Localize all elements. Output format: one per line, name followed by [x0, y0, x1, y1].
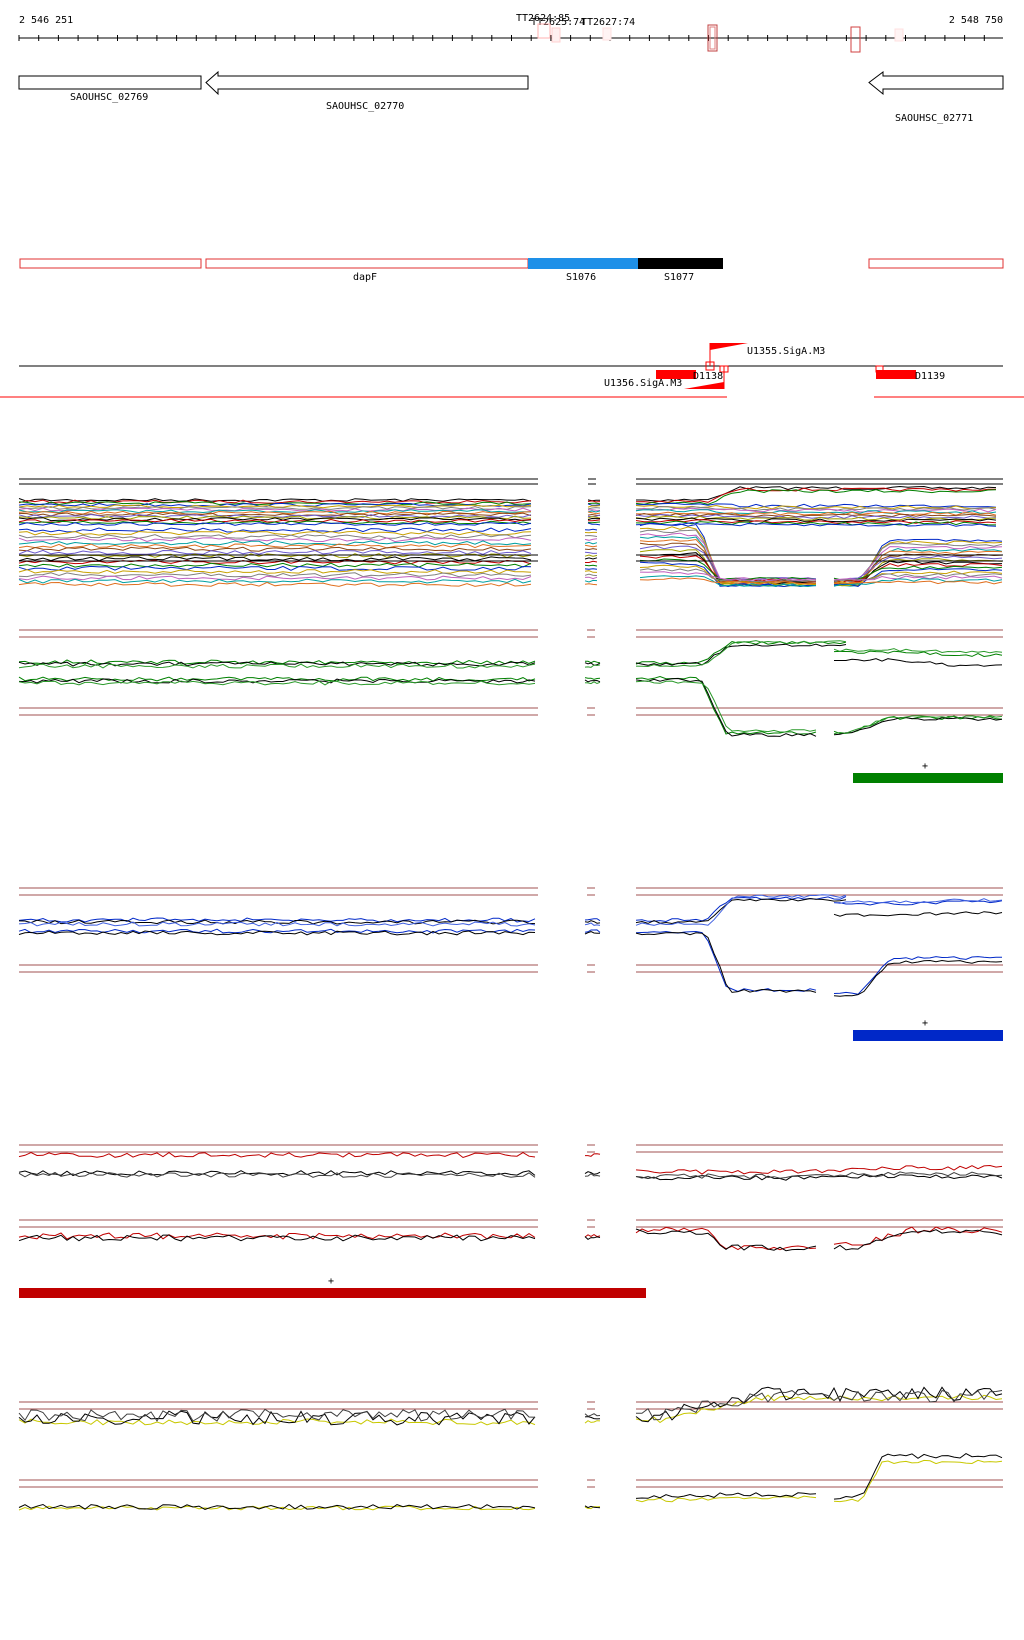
- terminator-label-2: TT2625:74: [531, 17, 585, 28]
- terminator-box[interactable]: [707, 24, 718, 52]
- promoter-label-u1356: U1356.SigA.M3: [604, 378, 682, 389]
- gene-track: SAOUHSC_02769 SAOUHSC_02770 SAOUHSC_0277…: [18, 70, 1004, 124]
- profile-panel-multicolor: [18, 478, 1003, 588]
- promoter-label-u1355: U1355.SigA.M3: [747, 346, 825, 357]
- profile-panel-yellow: [18, 1386, 1003, 1511]
- feature-d1139[interactable]: [876, 370, 916, 379]
- profile-panel-blue: [18, 887, 1003, 997]
- promoter-u1356[interactable]: [684, 382, 724, 389]
- segment-track: dapF S1076 S1077: [19, 258, 1004, 283]
- feature-label-d1138: D1138: [693, 371, 723, 382]
- terminator-box[interactable]: [850, 26, 861, 53]
- segment-box[interactable]: [19, 258, 202, 269]
- gene-arrow-saouhsc-02770[interactable]: [205, 70, 529, 96]
- terminator-box[interactable]: [551, 27, 561, 43]
- condition-bar-red[interactable]: [19, 1288, 646, 1298]
- feature-label-d1139: D1139: [915, 371, 945, 382]
- gene-arrow-saouhsc-02771[interactable]: [868, 71, 1004, 96]
- gene-arrow-saouhsc-02769[interactable]: [18, 75, 202, 90]
- terminator-box-inner: [709, 26, 716, 50]
- segment-s1076[interactable]: [528, 258, 638, 269]
- terminator-label-1: TT2624:85: [516, 13, 570, 24]
- promoter-u1355[interactable]: [710, 343, 748, 350]
- gene-label: SAOUHSC_02770: [326, 101, 404, 112]
- terminator-box[interactable]: [894, 28, 904, 42]
- segment-label-dapf: dapF: [353, 272, 377, 283]
- condition-bar-blue[interactable]: [853, 1030, 1003, 1041]
- segment-dapf[interactable]: [205, 258, 529, 269]
- promoter-track: U1355.SigA.M3 U1356.SigA.M3 D1138 D1139: [0, 343, 1024, 398]
- terminator-box[interactable]: [537, 23, 551, 39]
- ruler-end-label: 2 548 750: [949, 15, 1003, 26]
- segment-label-s1077: S1077: [664, 272, 694, 283]
- profile-panel-red: [18, 1144, 1003, 1252]
- terminator-label-3: TT2627:74: [581, 17, 635, 28]
- profile-panel-green: [18, 629, 1003, 737]
- segment-label-s1076: S1076: [566, 272, 596, 283]
- segment-box[interactable]: [868, 258, 1004, 269]
- condition-mark-green: +: [922, 761, 928, 772]
- gene-label: SAOUHSC_02769: [70, 92, 148, 103]
- ruler-start-label: 2 546 251: [19, 15, 73, 26]
- segment-s1077[interactable]: [638, 258, 723, 269]
- feature-d1138[interactable]: [656, 370, 696, 379]
- terminator-box[interactable]: [602, 27, 612, 41]
- condition-bar-green[interactable]: [853, 773, 1003, 783]
- condition-mark-red: +: [328, 1276, 334, 1287]
- ruler-ticks: [18, 35, 985, 41]
- gene-label: SAOUHSC_02771: [895, 113, 973, 124]
- ruler: 2 546 251 2 548 750 TT2624:85 TT2625:74 …: [18, 13, 1003, 53]
- condition-mark-blue: +: [922, 1018, 928, 1029]
